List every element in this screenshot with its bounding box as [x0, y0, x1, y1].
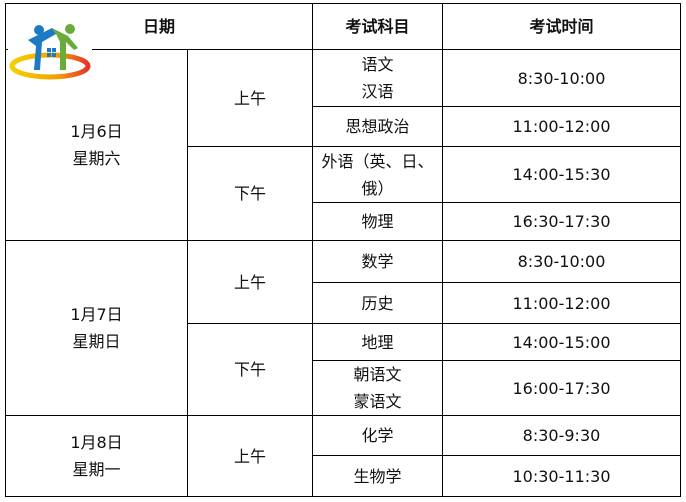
- date: 1月7日: [70, 305, 123, 324]
- weekday: 星期日: [72, 332, 121, 351]
- weekday: 星期一: [72, 460, 121, 479]
- subject-cell: 物理: [312, 202, 443, 241]
- time-cell: 8:30-10:00: [442, 240, 681, 283]
- house-people-logo-icon: [9, 24, 91, 80]
- table-row: 历史 11:00-12:00: [6, 282, 681, 324]
- time-cell: 16:30-17:30: [442, 202, 681, 241]
- time-cell: 16:00-17:30: [442, 360, 681, 416]
- header-row: 日期 考试科目 考试时间: [5, 3, 681, 50]
- logo: [8, 22, 92, 82]
- period-cell: 上午: [187, 49, 313, 147]
- table-row: 1月6日星期六 上午 语文 汉语 8:30-10:00: [5, 49, 681, 241]
- period-cell: 上午: [187, 240, 313, 324]
- time-cell: 10:30-11:30: [442, 455, 681, 497]
- date: 1月8日: [70, 433, 123, 452]
- time-cell: 8:30-10:00: [442, 49, 681, 107]
- subject-cell: 思想政治: [312, 106, 443, 147]
- subject: 朝语文 蒙语文: [353, 365, 402, 411]
- table-row: 朝语文 蒙语文 16:00-17:30: [6, 360, 681, 416]
- period-cell: 下午: [187, 146, 313, 241]
- subject: 语文 汉语: [361, 55, 394, 101]
- exam-schedule-table: 日期 考试科目 考试时间 1月6日星期六 上午 语文 汉语 8:30-10:00…: [5, 3, 681, 497]
- subject-cell: 数学: [312, 240, 443, 283]
- subject-cell: 语文 汉语: [312, 49, 443, 107]
- time-cell: 11:00-12:00: [442, 282, 681, 324]
- time-cell: 14:00-15:30: [442, 146, 681, 203]
- period-cell: 下午: [187, 323, 313, 416]
- subject-cell: 历史: [312, 282, 443, 324]
- header-subject: 考试科目: [312, 3, 443, 50]
- table-row: 物理 16:30-17:30: [6, 202, 681, 241]
- table-row: 1月8日星期一 上午 化学 8:30-9:30: [5, 415, 681, 497]
- period-cell: 上午: [187, 415, 313, 497]
- table-row: 1月7日星期日 上午 数学 8:30-10:00: [5, 240, 681, 416]
- date: 1月6日: [70, 122, 123, 141]
- weekday: 星期六: [72, 149, 121, 168]
- subject-cell: 化学: [312, 415, 443, 456]
- day-cell: 1月6日星期六: [5, 49, 188, 241]
- table-row: 下午 外语（英、日、 俄） 14:00-15:30: [6, 146, 681, 241]
- time-cell: 14:00-15:00: [442, 323, 681, 361]
- header-time: 考试时间: [442, 3, 681, 50]
- day-cell: 1月7日星期日: [5, 240, 188, 416]
- time-cell: 8:30-9:30: [442, 415, 681, 456]
- table-row: 思想政治 11:00-12:00: [6, 106, 681, 147]
- subject-cell: 生物学: [312, 455, 443, 497]
- table-row: 生物学 10:30-11:30: [6, 455, 681, 497]
- table-row: 下午 地理 14:00-15:00: [6, 323, 681, 416]
- time-cell: 11:00-12:00: [442, 106, 681, 147]
- subject-cell: 地理: [312, 323, 443, 361]
- day-cell: 1月8日星期一: [5, 415, 188, 497]
- subject-cell: 朝语文 蒙语文: [312, 360, 443, 416]
- subject: 外语（英、日、 俄）: [321, 151, 434, 198]
- subject-cell: 外语（英、日、 俄）: [312, 146, 443, 203]
